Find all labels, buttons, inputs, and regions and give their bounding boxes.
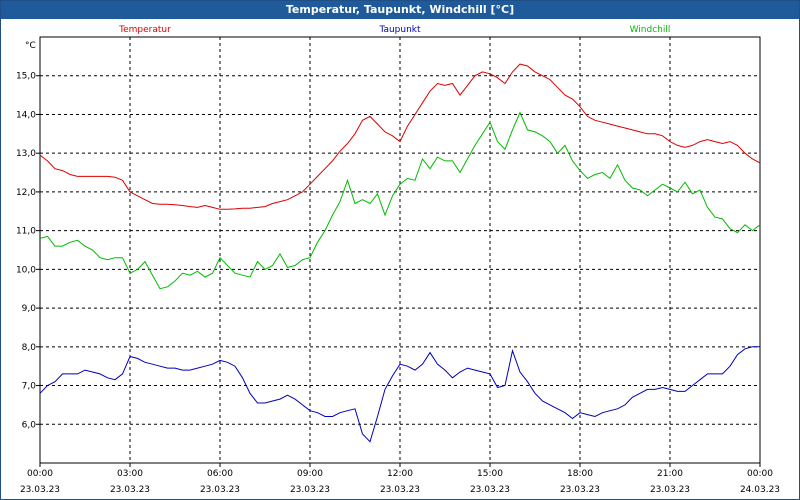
legend-windchill: Windchill bbox=[630, 25, 671, 35]
x-tick-time: 03:00 bbox=[117, 469, 143, 479]
x-tick-time: 18:00 bbox=[567, 469, 593, 479]
grid bbox=[40, 37, 760, 463]
x-tick-time: 15:00 bbox=[477, 469, 503, 479]
x-axis-ticks: 00:00 23.03.23 03:00 23.03.23 06:00 23.03.23 0… bbox=[20, 463, 780, 495]
x-tick-time: 12:00 bbox=[387, 469, 413, 479]
x-tick-date: 23.03.23 bbox=[560, 485, 600, 495]
y-tick-label: 7,0 bbox=[22, 382, 37, 392]
x-tick-time: 00:00 bbox=[27, 469, 53, 479]
x-tick-date: 23.03.23 bbox=[650, 485, 690, 495]
chart-title: Temperatur, Taupunkt, Windchill [°C] bbox=[1, 1, 799, 19]
y-tick-label: 6,0 bbox=[22, 420, 37, 430]
y-tick-label: 12,0 bbox=[16, 188, 36, 198]
series-line-taupunkt bbox=[39, 346, 760, 443]
y-axis-label: °C bbox=[25, 41, 36, 51]
x-tick-time: 00:00 bbox=[747, 469, 773, 479]
y-tick-label: 13,0 bbox=[16, 149, 36, 159]
x-tick-time: 21:00 bbox=[657, 469, 683, 479]
x-tick-date: 23.03.23 bbox=[110, 485, 150, 495]
y-tick-label: 14,0 bbox=[16, 110, 36, 120]
series-lines bbox=[39, 63, 761, 443]
series-line-temperatur bbox=[39, 63, 761, 210]
y-axis-ticks: 6,0 7,0 8,0 9,0 10,0 11,0 12,0 13,0 14,0 15,0 bbox=[16, 72, 40, 430]
legend: Temperatur Taupunkt Windchill bbox=[118, 25, 670, 35]
legend-temperatur: Temperatur bbox=[118, 25, 171, 35]
legend-taupunkt: Taupunkt bbox=[378, 25, 421, 35]
x-tick-date: 23.03.23 bbox=[380, 485, 420, 495]
x-tick-date: 23.03.23 bbox=[200, 485, 240, 495]
x-tick-date: 23.03.23 bbox=[290, 485, 330, 495]
y-tick-label: 10,0 bbox=[16, 265, 36, 275]
y-tick-label: 9,0 bbox=[22, 304, 37, 314]
x-tick-time: 09:00 bbox=[297, 469, 323, 479]
y-tick-label: 8,0 bbox=[22, 343, 37, 353]
y-tick-label: 11,0 bbox=[16, 227, 36, 237]
x-tick-date: 23.03.23 bbox=[20, 485, 60, 495]
x-tick-date: 24.03.23 bbox=[740, 485, 780, 495]
x-tick-date: 23.03.23 bbox=[470, 485, 510, 495]
x-tick-time: 06:00 bbox=[207, 469, 233, 479]
y-tick-label: 15,0 bbox=[16, 72, 36, 82]
series-line-windchill bbox=[39, 111, 761, 290]
